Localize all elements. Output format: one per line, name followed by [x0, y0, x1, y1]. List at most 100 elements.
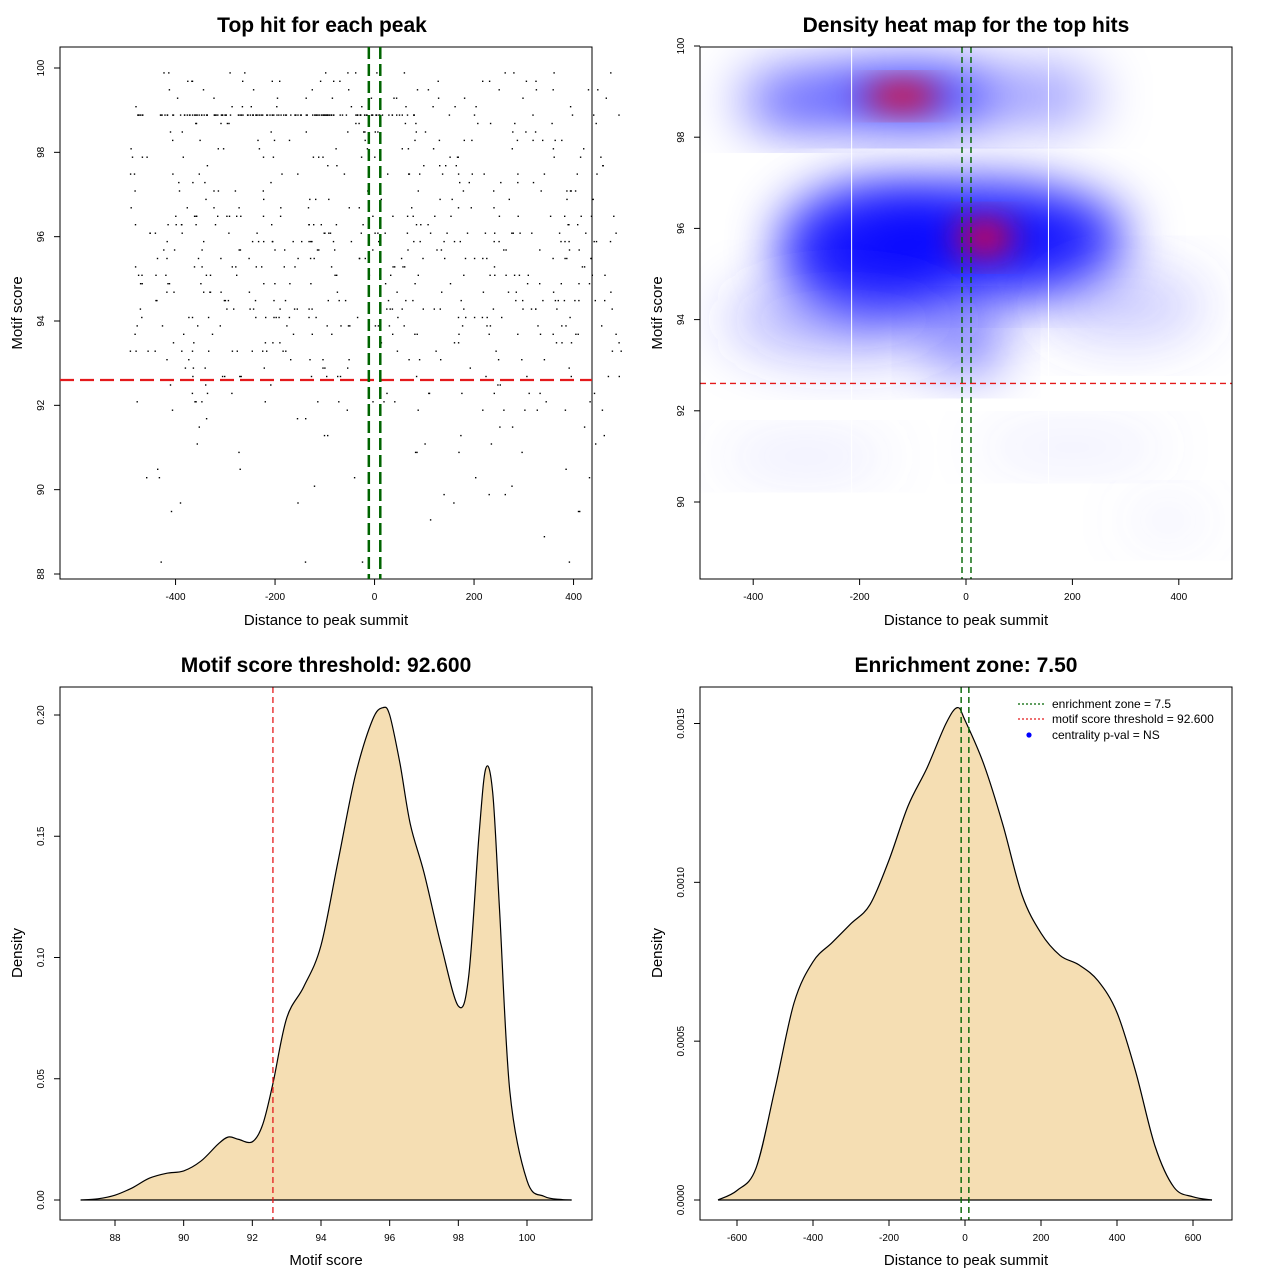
scatter-point	[583, 148, 585, 150]
scatter-point	[328, 198, 330, 201]
scatter-point	[390, 274, 392, 276]
scatter-point	[406, 114, 409, 116]
scatter-point	[323, 232, 325, 234]
legend-pval-swatch	[1026, 732, 1032, 738]
scatter-point	[240, 375, 242, 378]
scatter-point	[305, 114, 307, 116]
scatter-point	[310, 375, 313, 378]
scatter-point	[511, 232, 513, 234]
legend-pval-label: centrality p-val = NS	[1052, 728, 1160, 742]
scatter-point	[336, 291, 339, 293]
scatter-point	[236, 215, 238, 217]
scatter-point	[238, 249, 240, 251]
scatter-point	[521, 359, 523, 361]
scatter-point	[264, 401, 266, 403]
scatter-point	[463, 139, 465, 142]
scatter-point	[532, 139, 534, 142]
scatter-point	[241, 106, 244, 108]
scatter-point	[604, 274, 606, 276]
scatter-point	[494, 274, 496, 276]
scatter-point	[222, 148, 225, 150]
heatmap-x-label: Distance to peak summit	[884, 612, 1049, 629]
panel-scatter: Top hit for each peak -400 -200 0 200 400 88…	[9, 14, 622, 629]
scatter-point	[473, 257, 476, 260]
scatter-point	[355, 72, 357, 74]
scatter-point	[236, 274, 238, 276]
scatter-point	[255, 114, 257, 116]
scatter-point	[401, 148, 403, 150]
scatter-point	[273, 114, 275, 116]
scatter-point	[146, 477, 148, 479]
scatter-point	[205, 384, 207, 386]
scatter-point	[595, 122, 597, 125]
scatter-point	[163, 249, 165, 251]
scatter-point	[181, 350, 183, 352]
scatter-point	[315, 316, 317, 319]
scatter-point	[444, 257, 446, 260]
scatter-point	[554, 299, 557, 302]
scatter-point	[416, 333, 418, 335]
scatter-point	[498, 89, 500, 91]
scatter-point	[595, 240, 598, 243]
scatter-point	[178, 190, 181, 192]
scatter-point	[138, 114, 140, 116]
scatter-point	[370, 114, 373, 116]
scatter-point	[485, 375, 487, 378]
scatter-point	[609, 240, 612, 243]
scatter-point	[406, 215, 409, 217]
scatter-point	[419, 173, 421, 175]
scatter-point	[564, 215, 566, 217]
scatter-point	[181, 131, 183, 133]
scatter-point	[278, 316, 280, 319]
scatter-point	[365, 114, 368, 116]
scatter-point	[155, 299, 157, 302]
scatter-point	[492, 308, 495, 310]
scatter-point	[326, 325, 328, 327]
scatter-point	[217, 148, 219, 150]
scatter-point	[284, 299, 287, 302]
scatter-point	[429, 232, 432, 234]
scatter-point	[346, 409, 348, 411]
scatter-point	[310, 240, 312, 243]
scatter-point	[411, 207, 413, 209]
scatter-point	[226, 308, 228, 310]
scatter-point	[283, 114, 285, 116]
score-density-x-tick-label: 100	[519, 1233, 536, 1244]
scatter-point	[473, 316, 476, 319]
scatter-point	[224, 299, 227, 302]
scatter-point	[136, 401, 138, 403]
scatter-point	[343, 173, 346, 175]
scatter-point	[566, 190, 568, 192]
scatter-point	[130, 207, 132, 209]
scatter-point	[236, 350, 238, 352]
scatter-point	[462, 190, 465, 192]
heatmap-x-ticks: -400 -200 0 200 400	[743, 579, 1188, 603]
scatter-point	[587, 89, 590, 91]
scatter-point	[565, 325, 567, 327]
scatter-point	[272, 342, 274, 344]
scatter-point	[468, 181, 470, 184]
legend: enrichment zone = 7.5 motif score thresh…	[1018, 697, 1214, 742]
scatter-point	[490, 443, 493, 445]
scatter-point	[482, 80, 484, 82]
scatter-point	[166, 257, 168, 260]
scatter-point	[564, 409, 567, 411]
scatter-point	[339, 114, 341, 116]
scatter-point	[558, 232, 561, 234]
scatter-point	[405, 106, 407, 108]
scatter-point	[543, 359, 546, 361]
scatter-point	[239, 375, 241, 378]
scatter-point	[220, 122, 222, 125]
scatter-point	[206, 165, 209, 167]
scatter-point	[341, 114, 344, 116]
scatter-point	[168, 72, 170, 74]
scatter-point	[597, 89, 599, 91]
scatter-point	[154, 350, 156, 352]
scatter-x-tick-label: -400	[166, 592, 186, 603]
scatter-point	[272, 156, 275, 158]
scatter-point	[495, 350, 497, 352]
scatter-point	[205, 418, 208, 420]
scatter-point	[577, 333, 579, 335]
scatter-point	[353, 477, 356, 479]
